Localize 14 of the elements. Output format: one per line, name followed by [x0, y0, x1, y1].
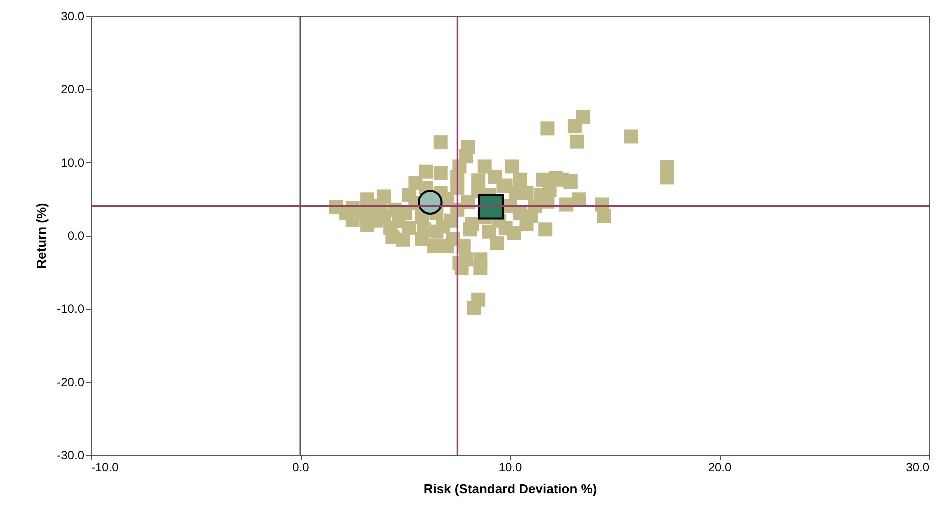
y-tick-label: -10.0: [57, 302, 85, 316]
x-tick-label: 20.0: [708, 460, 732, 474]
y-axis-title: Return (%): [34, 203, 50, 269]
x-axis-title: Risk (Standard Deviation %): [424, 482, 598, 496]
y-tick-label: -30.0: [57, 448, 85, 462]
x-tick-label: 10.0: [498, 460, 522, 474]
y-tick-label: 30.0: [61, 10, 85, 24]
x-tick-label: 30.0: [906, 460, 930, 474]
y-tick-label: 10.0: [61, 156, 85, 170]
y-tick-label: 0.0: [68, 229, 85, 243]
x-tick-label: 0.0: [292, 460, 310, 474]
y-tick-label: 20.0: [61, 82, 85, 97]
x-tick-label: -10.0: [92, 460, 120, 474]
y-tick-label: -20.0: [57, 375, 85, 390]
